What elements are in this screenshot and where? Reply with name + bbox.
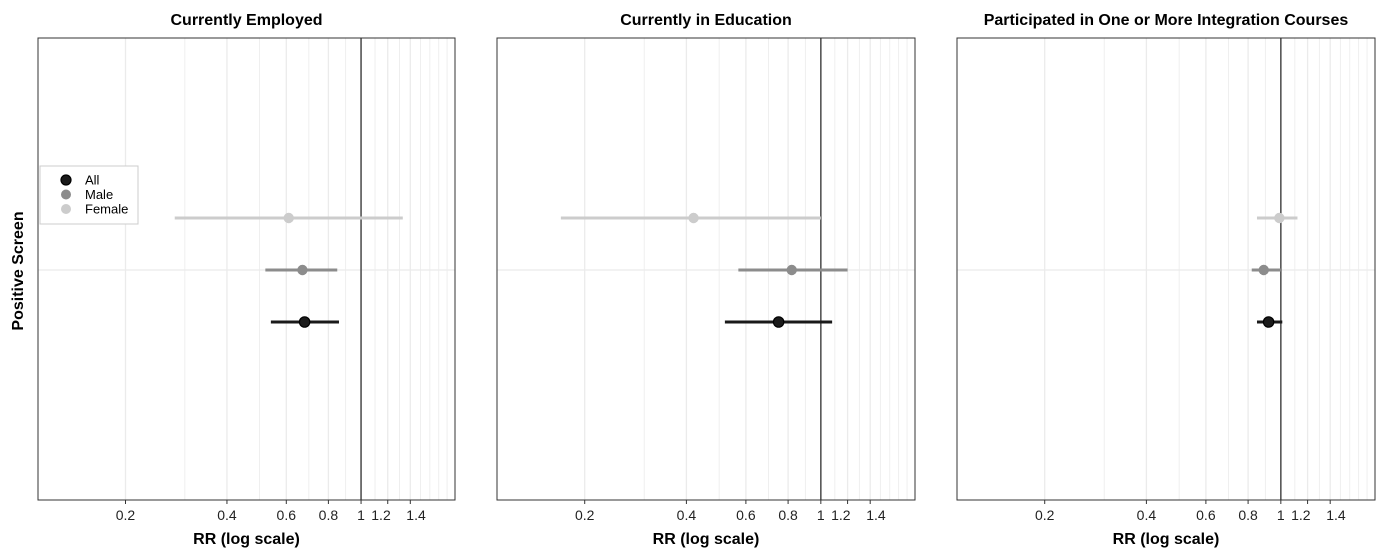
legend-label-female: Female xyxy=(85,202,128,217)
panel-2-x-tick-label: 0.8 xyxy=(778,507,798,523)
panel-1-x-tick-label: 0.8 xyxy=(319,507,339,523)
panel-2-point-male xyxy=(786,264,797,276)
y-axis-title: Positive Screen xyxy=(10,211,27,330)
panel-1-point-male xyxy=(297,264,308,276)
panel-2-x-axis-title: RR (log scale) xyxy=(653,531,760,548)
panel-1-title: Currently Employed xyxy=(170,12,322,29)
panel-3-x-axis-title: RR (log scale) xyxy=(1113,531,1220,548)
panel-3-x-tick-label: 1.4 xyxy=(1326,507,1346,523)
legend-key-male xyxy=(61,189,71,200)
panel-1: 0.2 0.4 0.6 0.8 1 1.2 1.4 Currently Employed RR … xyxy=(37,12,456,548)
legend-key-all xyxy=(60,174,72,186)
panel-2-x-tick-label: 1.2 xyxy=(831,507,851,523)
panel-2-x-tick-label: 1 xyxy=(817,507,825,523)
panel-1-x-tick-label: 1 xyxy=(357,507,365,523)
legend-key-female xyxy=(61,204,71,214)
legend-label-male: Male xyxy=(85,187,113,202)
panel-2-point-all xyxy=(772,316,785,328)
panel-2-x-tick-label: 0.6 xyxy=(736,507,756,523)
panel-3-background xyxy=(957,38,1375,500)
panel-3-point-male xyxy=(1258,264,1269,276)
panel-3-x-tick-label: 1.2 xyxy=(1291,507,1311,523)
panel-3: 0.2 0.4 0.6 0.8 1 1.2 1.4 Participated in One o… xyxy=(956,12,1376,548)
panel-1-x-tick-label: 0.6 xyxy=(277,507,297,523)
panel-1-x-tick-label: 0.4 xyxy=(217,507,237,523)
panel-3-x-tick-label: 0.6 xyxy=(1196,507,1216,523)
panels-group: 0.2 0.4 0.6 0.8 1 1.2 1.4 Currently Employed RR … xyxy=(37,12,1376,548)
panel-3-point-all xyxy=(1262,316,1275,328)
panel-1-background xyxy=(38,38,455,500)
panel-1-x-tick-label: 0.2 xyxy=(116,507,136,523)
panel-1-x-tick-label: 1.4 xyxy=(406,507,426,523)
panel-2-x-tick-label: 1.4 xyxy=(866,507,886,523)
panel-3-x-tick-label: 0.8 xyxy=(1238,507,1258,523)
panel-2-point-female xyxy=(688,212,699,224)
panel-1-x-axis-title: RR (log scale) xyxy=(193,531,300,548)
panel-3-x-tick-label: 0.2 xyxy=(1035,507,1055,523)
panel-2-title: Currently in Education xyxy=(620,12,792,29)
panel-1-point-female xyxy=(283,212,294,224)
panel-1-x-tick-label: 1.2 xyxy=(371,507,391,523)
panel-2-background xyxy=(497,38,915,500)
panel-1-point-all xyxy=(298,316,311,328)
panel-2-x-tick-label: 0.4 xyxy=(677,507,697,523)
panel-2: 0.2 0.4 0.6 0.8 1 1.2 1.4 Currently in Educatio… xyxy=(496,12,916,548)
panel-3-point-female xyxy=(1274,212,1285,224)
panel-3-title: Participated in One or More Integration … xyxy=(984,12,1349,29)
panel-3-frame xyxy=(956,37,1376,501)
legend-box xyxy=(39,165,139,225)
panel-3-x-tick-label: 1 xyxy=(1277,507,1285,523)
legend-label-all: All xyxy=(85,173,100,188)
panel-2-x-tick-label: 0.2 xyxy=(575,507,595,523)
panel-2-frame xyxy=(496,37,916,501)
panel-3-x-tick-label: 0.4 xyxy=(1137,507,1157,523)
panel-1-frame xyxy=(37,37,456,501)
